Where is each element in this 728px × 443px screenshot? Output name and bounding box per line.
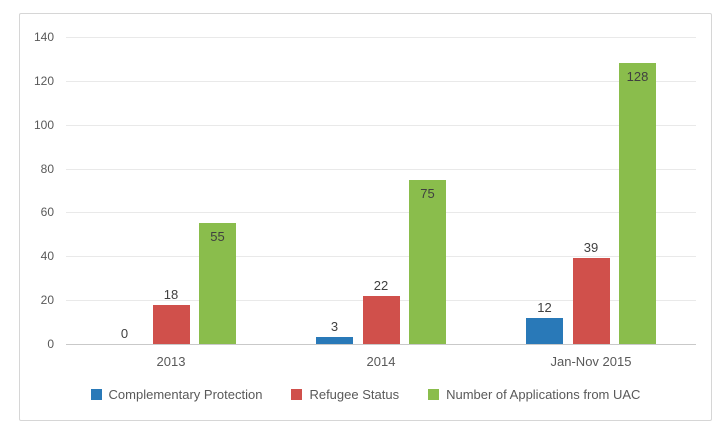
value-label: 3 xyxy=(330,319,339,335)
value-label: 75 xyxy=(420,185,435,201)
y-tick-label: 20 xyxy=(40,293,54,308)
x-category-label: Jan-Nov 2015 xyxy=(550,354,632,369)
legend-label: Refugee Status xyxy=(309,387,400,402)
gridline xyxy=(66,37,696,38)
x-category-label: 2013 xyxy=(156,354,186,369)
legend-item-series1: Refugee Status xyxy=(291,387,399,402)
y-tick-label: 60 xyxy=(40,205,54,220)
y-tick-label: 140 xyxy=(33,30,54,44)
value-label: 22 xyxy=(373,277,389,293)
gridline xyxy=(66,80,696,82)
value-label: 18 xyxy=(163,286,179,302)
value-label: 12 xyxy=(537,299,552,315)
bar-jan-nov-2015-series0 xyxy=(526,317,563,344)
bar-2014-series2 xyxy=(409,179,446,344)
bar-jan-nov-2015-series1 xyxy=(572,258,610,344)
gridline xyxy=(66,256,696,258)
y-tick-label: 40 xyxy=(40,249,54,264)
bar-2014-series0 xyxy=(316,337,353,344)
y-tick-label: 120 xyxy=(33,73,54,88)
value-label: 0 xyxy=(120,326,129,341)
legend-item-series0: Complementary Protection xyxy=(90,387,263,402)
x-category-label: 2014 xyxy=(366,354,396,369)
bar-jan-nov-2015-series2 xyxy=(619,63,656,344)
plot-area: 0 18 55 3 22 75 12 39 128 xyxy=(66,37,696,345)
gridline xyxy=(66,212,696,214)
y-tick-label: 80 xyxy=(40,161,54,176)
value-label: 39 xyxy=(583,240,599,256)
x-axis-line xyxy=(66,344,696,345)
bar-2013-series2 xyxy=(199,223,236,344)
legend-label: Complementary Protection xyxy=(108,387,263,402)
bar-2014-series1 xyxy=(362,295,400,344)
legend-swatch-icon xyxy=(291,389,303,400)
legend-item-series2: Number of Applications from UAC xyxy=(428,387,640,402)
bar-2013-series1 xyxy=(152,304,190,344)
chart-figure: 0 18 55 3 22 75 12 39 128 0 20 40 60 80 100 120 140 201… xyxy=(19,13,712,421)
value-label: 128 xyxy=(626,69,649,85)
gridline xyxy=(66,124,696,126)
legend-swatch-icon xyxy=(428,389,440,400)
legend-swatch-icon xyxy=(90,389,102,400)
y-tick-label: 0 xyxy=(47,337,54,351)
legend-label: Number of Applications from UAC xyxy=(446,387,641,402)
chart-legend: Complementary Protection Refugee Status Nu… xyxy=(20,387,711,402)
value-label: 55 xyxy=(210,229,225,245)
y-tick-label: 100 xyxy=(33,117,54,132)
gridline xyxy=(66,168,696,170)
